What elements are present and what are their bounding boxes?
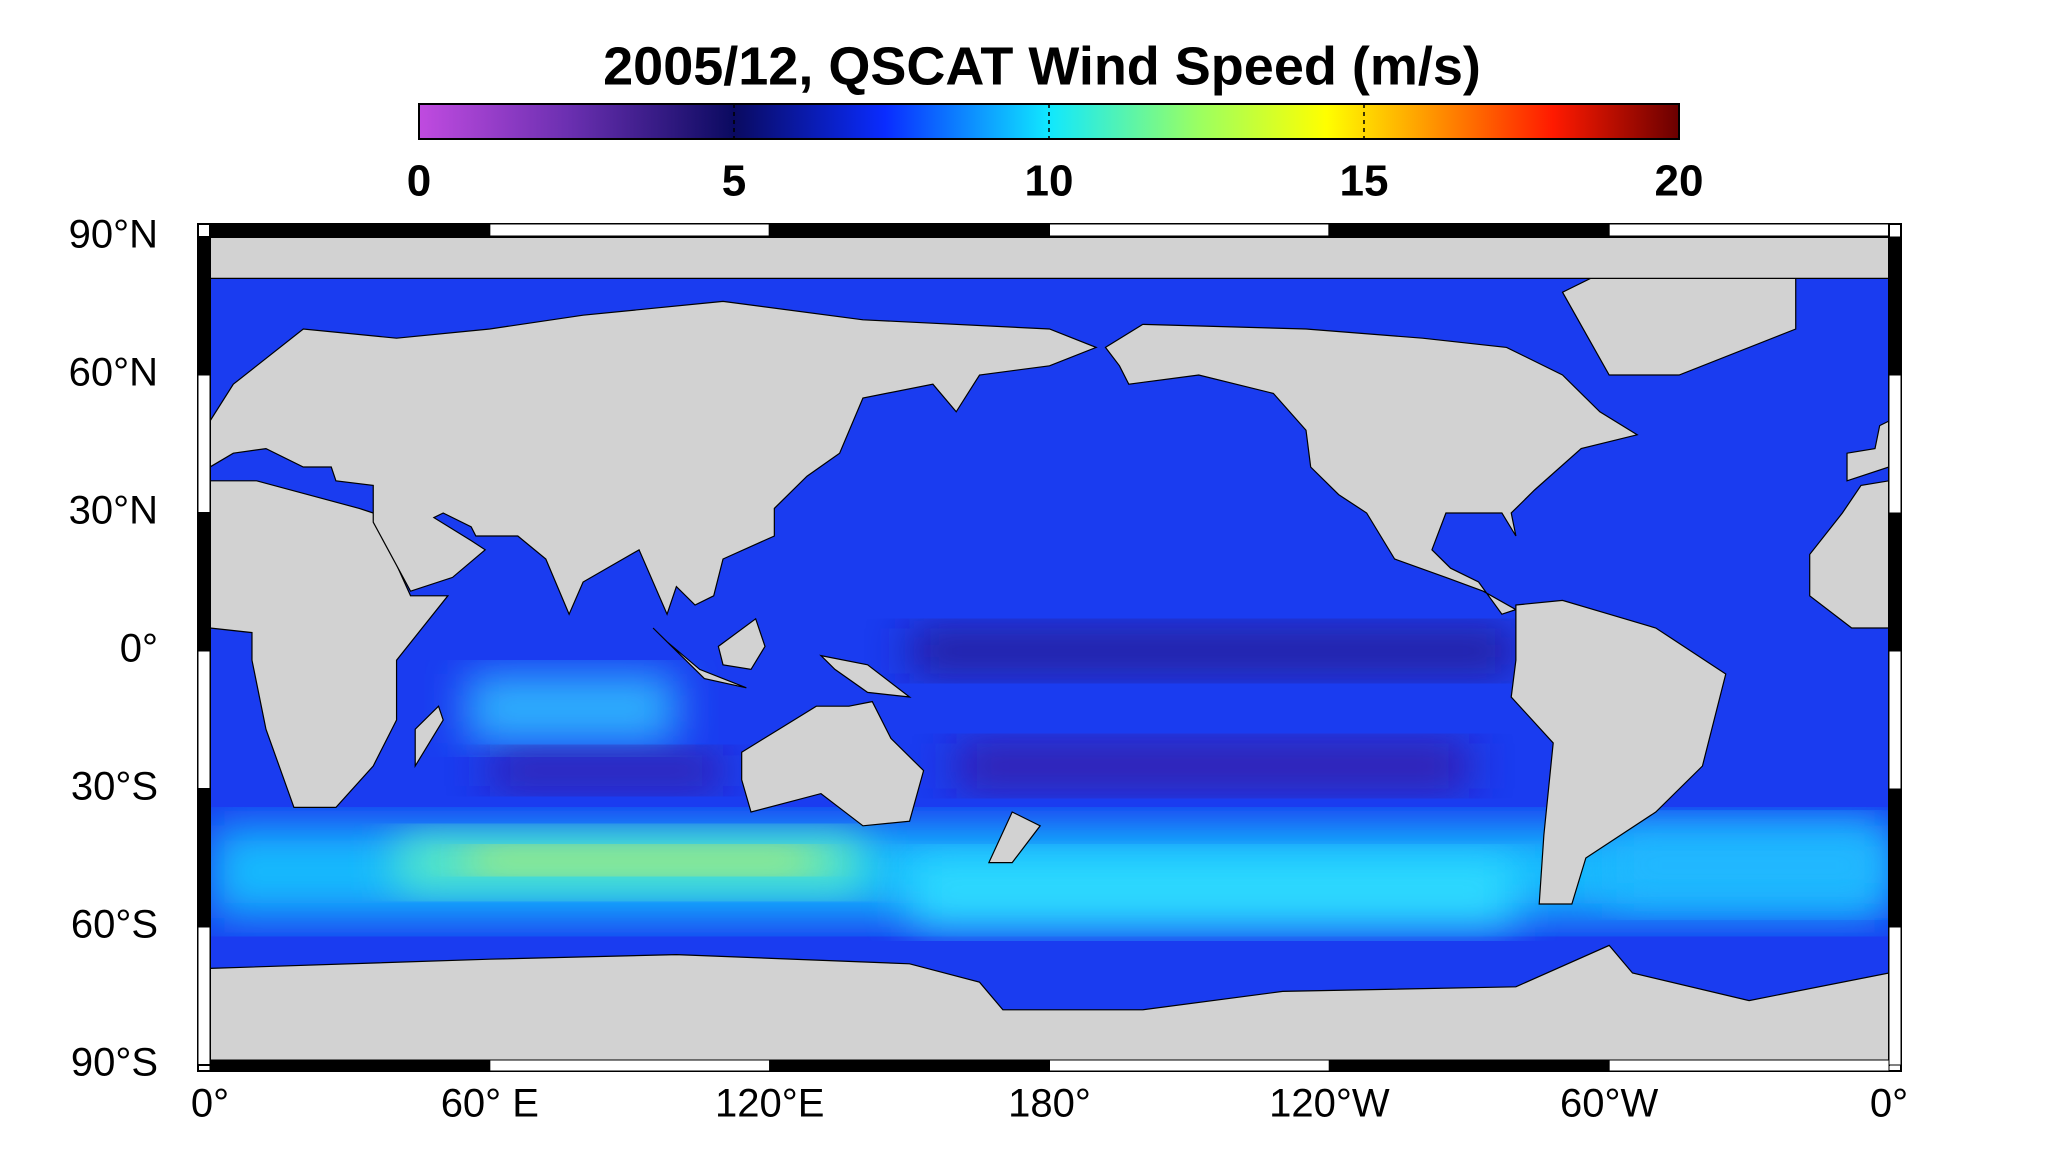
x-tick-label: 0° xyxy=(1870,1082,1908,1126)
frame-bar xyxy=(197,650,211,790)
frame-bar xyxy=(197,926,211,1066)
wind-field xyxy=(909,628,1516,674)
frame-bar xyxy=(769,1059,1051,1072)
land xyxy=(210,237,1889,279)
land xyxy=(414,705,444,769)
x-tick-label: 60°W xyxy=(1560,1082,1658,1126)
wind-field xyxy=(489,752,724,789)
colorbar-tick-label: 0 xyxy=(407,157,431,206)
colorbar-tick-label: 20 xyxy=(1655,157,1704,206)
frame-bar xyxy=(1608,223,1890,237)
frame-bar xyxy=(197,512,211,652)
frame-bar xyxy=(209,223,491,237)
land xyxy=(819,654,912,698)
frame-bar xyxy=(1888,512,1902,652)
land xyxy=(210,300,1098,616)
y-tick-label: 0° xyxy=(120,627,158,671)
frame-bar xyxy=(1888,650,1902,790)
frame-bar xyxy=(197,236,211,376)
land xyxy=(210,944,1889,1065)
land xyxy=(987,811,1042,864)
frame-bar xyxy=(1049,1059,1330,1072)
frame-bar xyxy=(197,788,211,928)
frame-bar xyxy=(1888,374,1902,514)
land xyxy=(1846,420,1889,482)
x-tick-label: 0° xyxy=(191,1082,229,1126)
y-tick-label: 90°N xyxy=(69,213,158,257)
frame-bar xyxy=(1608,1059,1890,1072)
x-tick-label: 120°E xyxy=(715,1082,824,1126)
colorbar-tick-label: 5 xyxy=(722,157,746,206)
x-tick-label: 180° xyxy=(1008,1082,1091,1126)
land xyxy=(1510,599,1727,905)
wind-field xyxy=(466,674,677,743)
chart-title: 2005/12, QSCAT Wind Speed (m/s) xyxy=(603,36,1481,96)
y-tick-label: 60°N xyxy=(69,351,158,395)
frame-bar xyxy=(489,1059,771,1072)
frame-bar xyxy=(1049,223,1330,237)
frame-bar xyxy=(209,1059,491,1072)
frame-bar xyxy=(1888,788,1902,928)
map-area xyxy=(210,237,1889,1065)
frame-bar xyxy=(197,374,211,514)
y-tick-label: 60°S xyxy=(71,903,158,947)
colorbar-tick-label: 10 xyxy=(1025,157,1074,206)
frame-bar xyxy=(769,223,1051,237)
colorbar-tick-label: 15 xyxy=(1340,157,1389,206)
land xyxy=(210,480,450,809)
y-tick-label: 30°S xyxy=(71,765,158,809)
wind-field xyxy=(956,743,1470,789)
y-tick-label: 30°N xyxy=(69,489,158,533)
land xyxy=(1104,323,1639,615)
wind-field xyxy=(1609,825,1889,904)
land xyxy=(717,617,766,671)
x-tick-label: 120°W xyxy=(1269,1082,1390,1126)
frame-bar xyxy=(1888,926,1902,1066)
frame-bar xyxy=(489,223,771,237)
y-tick-label: 90°S xyxy=(71,1041,158,1085)
land xyxy=(741,700,925,827)
x-tick-label: 60° E xyxy=(441,1082,539,1126)
land xyxy=(1809,480,1889,629)
land xyxy=(652,627,747,689)
wind-field xyxy=(909,858,1516,927)
frame-bar xyxy=(1328,1059,1610,1072)
frame-bar xyxy=(1328,223,1610,237)
frame-bar xyxy=(1888,236,1902,376)
wind-field xyxy=(466,848,817,872)
